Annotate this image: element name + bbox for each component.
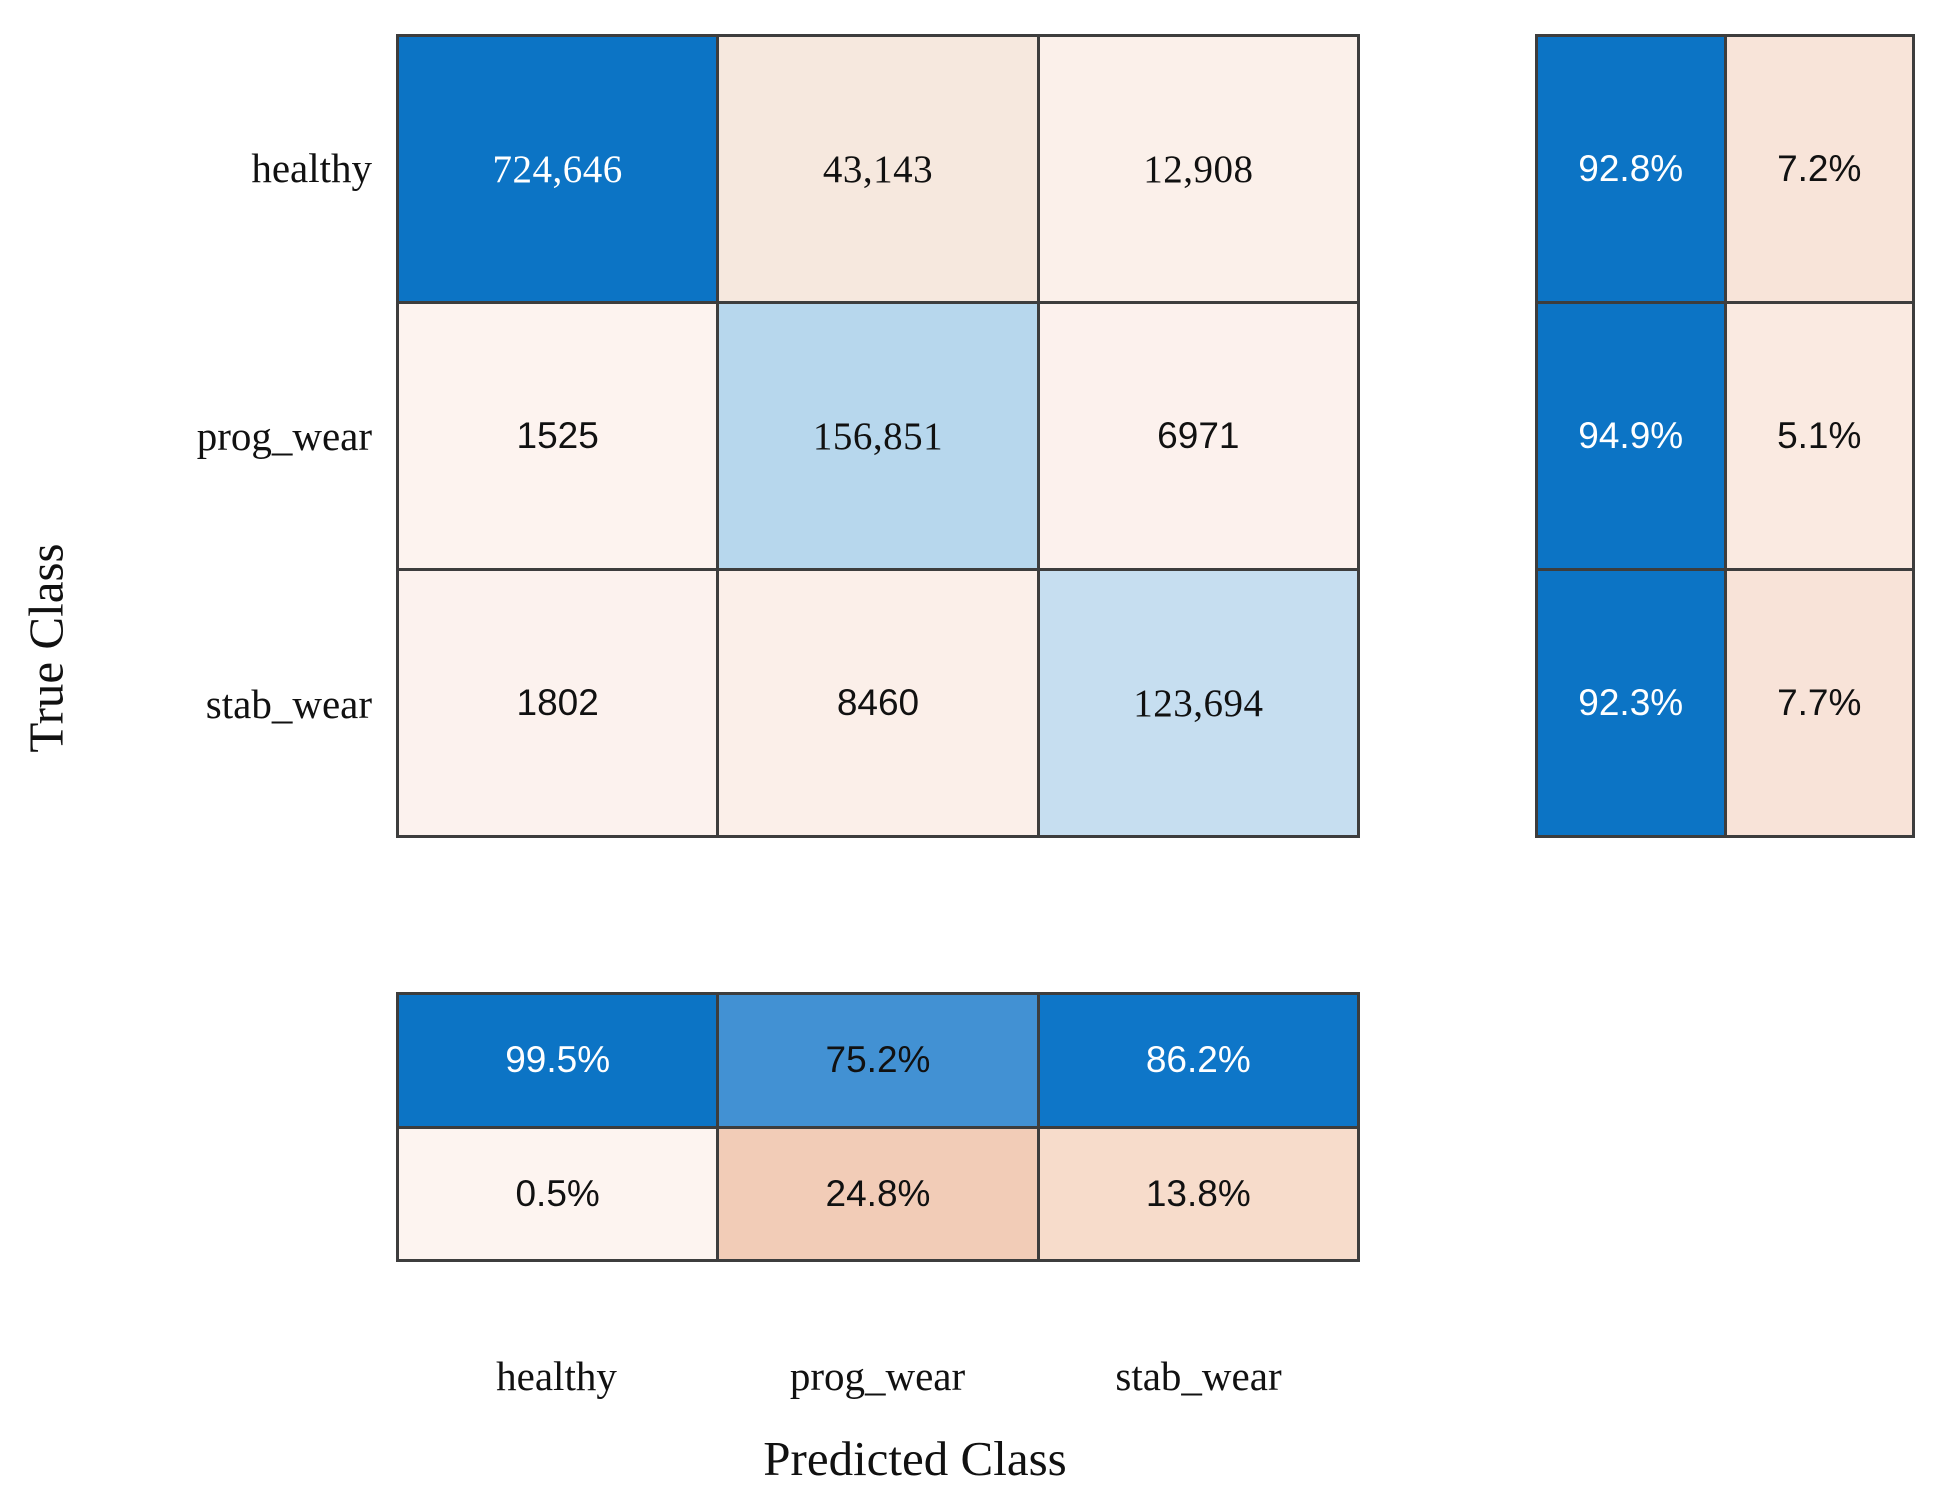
col-summary-cell-ppv-c2: 86.2% bbox=[1039, 995, 1357, 1126]
row-summary-cell-r2-fnr: 7.7% bbox=[1726, 571, 1912, 835]
row-summary-cell-r1-tpr: 94.9% bbox=[1538, 304, 1724, 568]
matrix-cell-r0c0: 724,646 bbox=[399, 37, 717, 301]
col-label-stab-wear: stab_wear bbox=[1115, 1353, 1282, 1399]
column-summary-grid: 99.5% 75.2% 86.2% 0.5% 24.8% 13.8% bbox=[396, 992, 1360, 1262]
matrix-cell-r2c0: 1802 bbox=[399, 571, 717, 835]
confusion-matrix-grid: 724,646 43,143 12,908 1525 156,851 6971 … bbox=[396, 34, 1360, 838]
row-summary-grid: 92.8% 7.2% 94.9% 5.1% 92.3% 7.7% bbox=[1535, 34, 1915, 838]
col-label-prog-wear: prog_wear bbox=[789, 1353, 966, 1399]
matrix-cell-r2c1: 8460 bbox=[719, 571, 1037, 835]
col-summary-cell-fdr-c1: 24.8% bbox=[719, 1128, 1037, 1259]
matrix-cell-r0c2: 12,908 bbox=[1039, 37, 1357, 301]
matrix-cell-r1c0: 1525 bbox=[399, 304, 717, 568]
matrix-cell-r1c2: 6971 bbox=[1039, 304, 1357, 568]
row-summary-cell-r0-tpr: 92.8% bbox=[1538, 37, 1724, 301]
row-summary-cell-r1-fnr: 5.1% bbox=[1726, 304, 1912, 568]
col-summary-cell-fdr-c0: 0.5% bbox=[399, 1128, 717, 1259]
row-label-prog-wear: prog_wear bbox=[196, 413, 372, 459]
matrix-cell-r1c1: 156,851 bbox=[719, 304, 1037, 568]
row-summary-cell-r2-tpr: 92.3% bbox=[1538, 571, 1724, 835]
col-summary-cell-ppv-c0: 99.5% bbox=[399, 995, 717, 1126]
row-label-stab-wear: stab_wear bbox=[205, 681, 372, 727]
row-label-healthy: healthy bbox=[251, 145, 372, 191]
matrix-cell-r0c1: 43,143 bbox=[719, 37, 1037, 301]
col-summary-cell-ppv-c1: 75.2% bbox=[719, 995, 1037, 1126]
row-summary-cell-r0-fnr: 7.2% bbox=[1726, 37, 1912, 301]
col-label-healthy: healthy bbox=[496, 1353, 617, 1399]
col-summary-cell-fdr-c2: 13.8% bbox=[1039, 1128, 1357, 1259]
matrix-cell-r2c2: 123,694 bbox=[1039, 571, 1357, 835]
predicted-class-axis-label: Predicted Class bbox=[763, 1431, 1067, 1486]
